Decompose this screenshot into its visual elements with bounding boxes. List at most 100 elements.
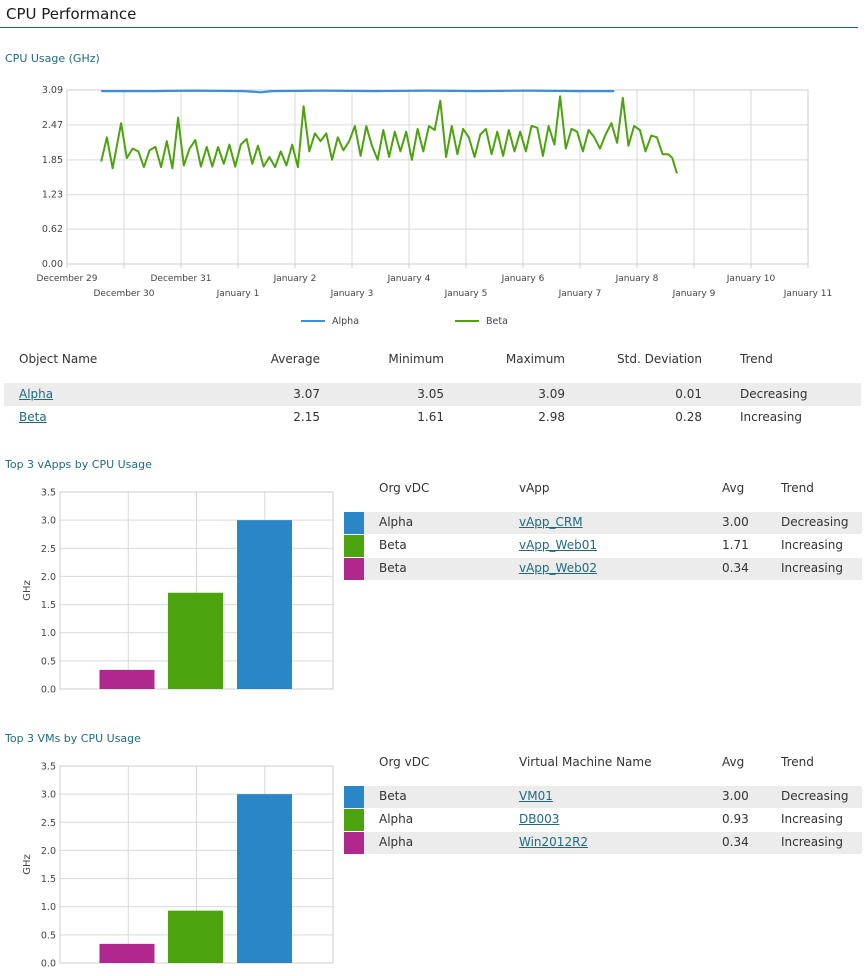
col-header-minimum: Minimum xyxy=(388,352,444,366)
y-tick-label: 3.09 xyxy=(42,85,63,96)
maximum-value: 3.09 xyxy=(538,387,565,401)
x-tick-label: January 4 xyxy=(387,274,431,284)
trend-value: Increasing xyxy=(781,835,843,849)
cpu-usage-line-chart: December 29 December 30 December 31 January… xyxy=(37,85,833,327)
y-tick-label: 2.0 xyxy=(41,846,56,857)
col-header-trend: Trend xyxy=(740,352,773,366)
org-vdc-value: Beta xyxy=(379,538,407,552)
bar-win2012r2 xyxy=(99,943,155,963)
x-tick-label: December 30 xyxy=(94,289,155,299)
y-tick-label: 3.5 xyxy=(41,762,56,773)
x-tick-label: January 11 xyxy=(783,289,832,299)
col-header-average: Average xyxy=(270,352,320,366)
x-tick-label: January 10 xyxy=(726,274,776,284)
y-tick-label: 3.5 xyxy=(41,488,56,499)
avg-value: 3.00 xyxy=(722,789,749,803)
table-row: Beta 2.15 1.61 2.98 0.28 Increasing xyxy=(4,406,861,429)
org-vdc-value: Alpha xyxy=(379,835,414,849)
std-deviation-value: 0.28 xyxy=(675,410,702,424)
vm-link[interactable]: Win2012R2 xyxy=(519,835,589,849)
col-header-virtual-machine-name: Virtual Machine Name xyxy=(519,755,652,769)
avg-value: 1.71 xyxy=(722,538,749,552)
top-vms-section-title: Top 3 VMs by CPU Usage xyxy=(5,732,141,745)
table-row: Alpha vApp_CRM 3.00 Decreasing xyxy=(344,512,862,534)
average-value: 2.15 xyxy=(293,410,320,424)
legend-label: Beta xyxy=(486,316,508,327)
y-tick-label: 3.0 xyxy=(41,516,56,527)
series-line-alpha xyxy=(101,89,615,94)
org-vdc-value: Alpha xyxy=(379,812,414,826)
bar-db003 xyxy=(168,910,223,963)
table-row: Beta vApp_Web02 0.34 Increasing xyxy=(344,558,862,580)
col-header-maximum: Maximum xyxy=(505,352,565,366)
y-tick-label: 1.0 xyxy=(41,628,56,639)
vapp-link[interactable]: vApp_CRM xyxy=(519,515,583,529)
y-tick-label: 0.5 xyxy=(41,930,56,941)
y-axis-label: GHz xyxy=(22,854,33,875)
top-vapps-table: Org vDC vApp Avg Trend Alpha vApp_CRM 3.00… xyxy=(344,475,862,585)
color-swatch xyxy=(344,786,364,808)
maximum-value: 2.98 xyxy=(538,410,565,424)
x-tick-label: January 8 xyxy=(615,274,659,284)
bar-vapp_web01 xyxy=(168,592,223,689)
table-row: Beta VM01 3.00 Decreasing xyxy=(344,786,862,808)
top-vapps-bar-chart: 3.5 3.0 2.5 2.0 1.5 1.0 0.5 0.0 GHz xyxy=(22,488,334,696)
y-tick-label: 0.00 xyxy=(42,259,63,270)
x-tick-label: January 6 xyxy=(501,274,545,284)
y-tick-label: 1.0 xyxy=(41,902,56,913)
col-header-trend: Trend xyxy=(781,755,814,769)
x-tick-label: January 1 xyxy=(216,289,260,299)
y-tick-label: 2.0 xyxy=(41,572,56,583)
top-vapps-section-title: Top 3 vApps by CPU Usage xyxy=(5,458,152,471)
y-tick-label: 1.5 xyxy=(41,874,56,885)
col-header-vapp: vApp xyxy=(519,481,550,495)
trend-value: Decreasing xyxy=(781,515,849,529)
col-header-avg: Avg xyxy=(722,755,745,769)
vm-link[interactable]: DB003 xyxy=(519,812,560,826)
color-swatch xyxy=(344,535,364,557)
trend-value: Increasing xyxy=(781,561,843,575)
y-tick-label: 3.0 xyxy=(41,790,56,801)
bar-vm01 xyxy=(237,794,292,963)
bar-vapp_crm xyxy=(237,520,292,689)
vm-link[interactable]: VM01 xyxy=(519,789,553,803)
object-link-alpha[interactable]: Alpha xyxy=(19,387,54,401)
avg-value: 0.34 xyxy=(722,561,749,575)
x-tick-label: January 5 xyxy=(444,289,488,299)
trend-value: Increasing xyxy=(781,812,843,826)
y-tick-label: 0.0 xyxy=(41,685,56,696)
vapp-link[interactable]: vApp_Web02 xyxy=(519,561,597,575)
trend-value: Decreasing xyxy=(740,387,808,401)
average-value: 3.07 xyxy=(293,387,320,401)
y-tick-label: 2.5 xyxy=(41,818,56,829)
table-row: Alpha 3.07 3.05 3.09 0.01 Decreasing xyxy=(4,383,861,406)
x-tick-label: December 31 xyxy=(151,274,212,284)
table-row: Alpha DB003 0.93 Increasing xyxy=(344,809,862,831)
x-tick-label: January 2 xyxy=(273,274,317,284)
org-vdc-value: Beta xyxy=(379,789,407,803)
object-link-beta[interactable]: Beta xyxy=(19,410,47,424)
col-header-avg: Avg xyxy=(722,481,745,495)
col-header-trend: Trend xyxy=(781,481,814,495)
top-vms-bar-chart: 3.5 3.0 2.5 2.0 1.5 1.0 0.5 0.0 GHz xyxy=(22,762,334,970)
y-tick-label: 1.5 xyxy=(41,600,56,611)
table-row: Alpha Win2012R2 0.34 Increasing xyxy=(344,832,862,854)
x-tick-label: January 9 xyxy=(672,289,716,299)
trend-value: Increasing xyxy=(781,538,843,552)
avg-value: 3.00 xyxy=(722,515,749,529)
y-tick-label: 0.0 xyxy=(41,959,56,970)
std-deviation-value: 0.01 xyxy=(675,387,702,401)
legend-label: Alpha xyxy=(332,316,359,327)
minimum-value: 1.61 xyxy=(417,410,444,424)
color-swatch xyxy=(344,832,364,854)
color-swatch xyxy=(344,512,364,534)
col-header-std-deviation: Std. Deviation xyxy=(617,352,702,366)
color-swatch xyxy=(344,558,364,580)
top-vms-table: Org vDC Virtual Machine Name Avg Trend B… xyxy=(344,749,862,859)
col-header-object-name: Object Name xyxy=(19,352,98,366)
y-tick-label: 0.5 xyxy=(41,656,56,667)
table-row: Beta vApp_Web01 1.71 Increasing xyxy=(344,535,862,557)
y-tick-label: 2.47 xyxy=(42,120,63,131)
page-title: CPU Performance xyxy=(6,5,137,23)
vapp-link[interactable]: vApp_Web01 xyxy=(519,538,597,552)
